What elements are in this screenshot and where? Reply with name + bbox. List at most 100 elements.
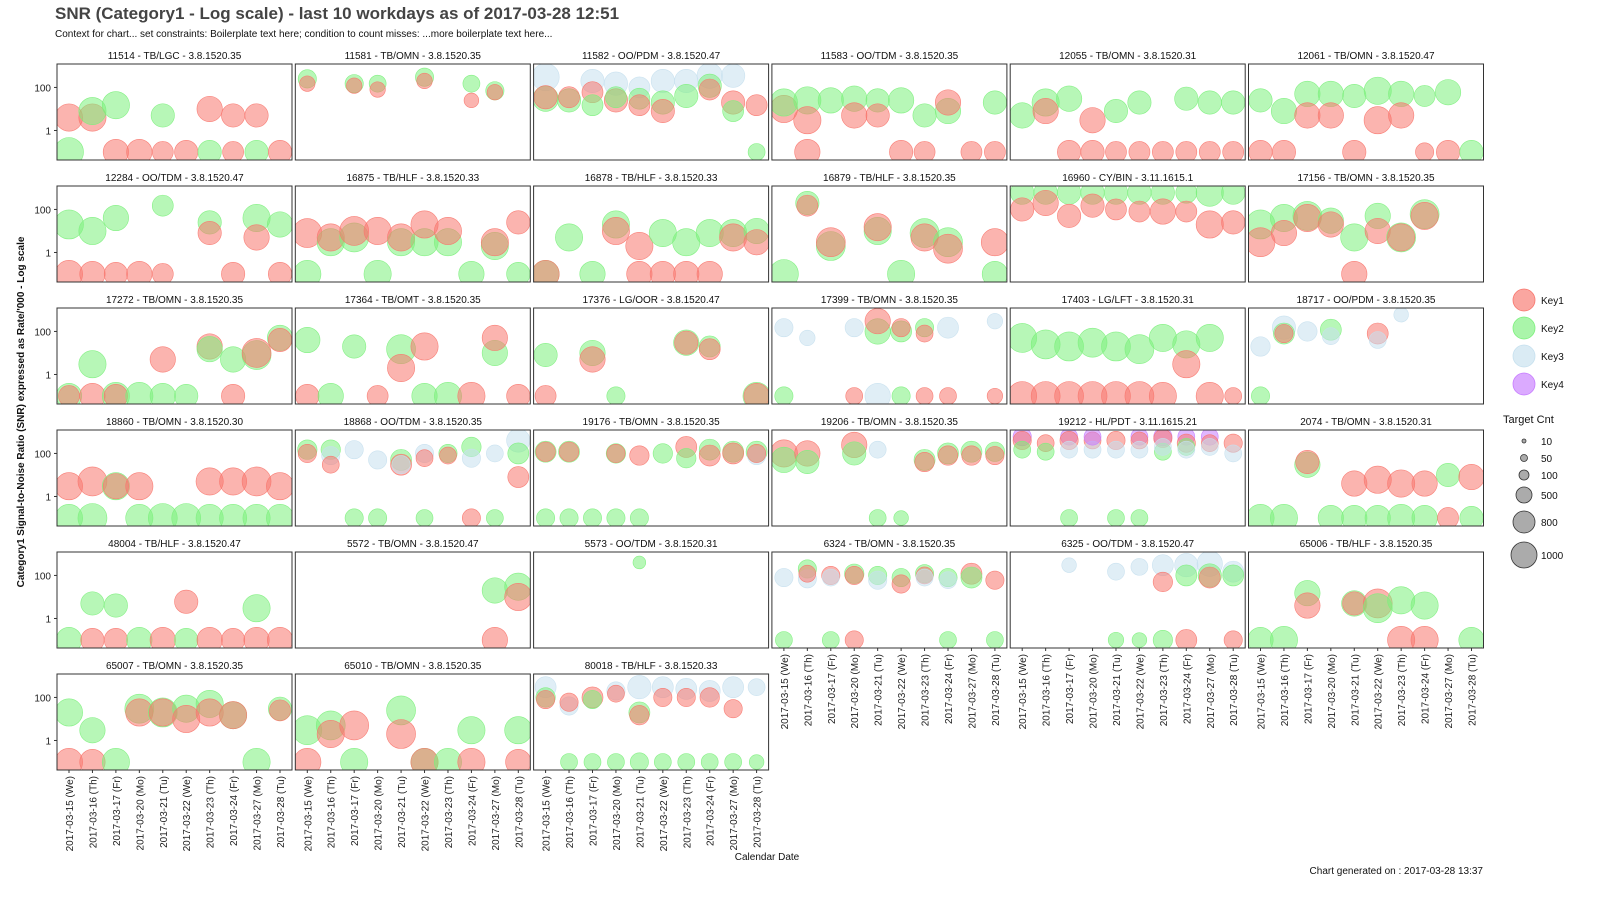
bubble-point [78, 217, 107, 245]
facet-label: 17272 - TB/OMN - 3.8.1520.35 [106, 295, 244, 306]
bubble-point [583, 753, 602, 770]
bubble-point [1221, 186, 1246, 205]
bubble-point [650, 68, 675, 93]
bubble-point [605, 86, 627, 109]
bubble-point [321, 455, 340, 474]
bubble-point [78, 97, 107, 125]
bubble-point [461, 508, 481, 526]
bubble-point [151, 194, 174, 217]
bubble-point [893, 510, 909, 526]
bubble-point [1294, 102, 1321, 129]
x-tick-label: 2017-03-27 (Mo) [491, 776, 502, 850]
bubble-point [1148, 323, 1177, 352]
bubble-point [58, 385, 80, 404]
bubble-point [1083, 430, 1102, 446]
x-tick-label: 2017-03-16 (Th) [803, 654, 814, 726]
bubble-point [344, 508, 364, 526]
facet-label: 11583 - OO/TDM - 3.8.1520.35 [821, 51, 959, 62]
size-legend-label: 10 [1541, 437, 1553, 448]
bubble-point [747, 443, 767, 463]
facet-label: 17376 - LG/OOR - 3.8.1520.47 [582, 295, 720, 306]
bubble-point [722, 676, 744, 698]
bubble-point [1032, 98, 1059, 125]
facet-label: 12055 - TB/OMN - 3.8.1520.31 [1059, 51, 1197, 62]
bubble-point [559, 508, 579, 526]
bubble-point [985, 446, 1005, 465]
bubble-point [1322, 327, 1340, 346]
facet-label: 17364 - TB/OMT - 3.8.1520.35 [345, 295, 481, 306]
bubble-point [864, 382, 891, 404]
bubble-point [79, 260, 106, 282]
bubble-point [1248, 88, 1273, 113]
bubble-point [771, 88, 798, 117]
bubble-point [601, 217, 630, 245]
bubble-point [845, 387, 864, 404]
facet-label: 16960 - CY/BIN - 3.11.1615.1 [1062, 173, 1193, 184]
bubble-point [868, 440, 887, 459]
bubble-point [914, 451, 935, 473]
bubble-point [344, 440, 364, 460]
bubble-point [79, 382, 106, 404]
bubble-point [583, 690, 602, 709]
facet-panel [294, 307, 531, 405]
x-tick-label: 2017-03-16 (Th) [88, 776, 99, 848]
bubble-point [1175, 200, 1198, 223]
facet-panel [1248, 185, 1484, 283]
x-tick-label: 2017-03-23 (Th) [1159, 654, 1170, 726]
bubble-point [507, 466, 530, 488]
y-tick-label: 1 [45, 736, 51, 747]
bubble-point [815, 227, 846, 258]
bubble-point [1195, 210, 1224, 239]
bubble-point [939, 571, 957, 590]
bubble-point [368, 450, 388, 470]
bubble-point [1177, 440, 1196, 459]
bubble-point [1415, 142, 1435, 160]
bubble-point [799, 329, 816, 346]
bubble-point [1013, 440, 1031, 459]
facet-panel [533, 673, 770, 771]
y-tick-label: 1 [45, 614, 51, 625]
size-legend-swatch [1510, 541, 1538, 569]
x-tick-label: 2017-03-27 (Mo) [1206, 654, 1217, 728]
facet-label: 18868 - OO/TDM - 3.8.1520.35 [344, 417, 483, 428]
bubble-point [1105, 141, 1127, 160]
bubble-point [1130, 440, 1149, 459]
bubble-point [607, 753, 625, 770]
bubble-point [342, 334, 367, 359]
x-tick-label: 2017-03-27 (Mo) [967, 654, 978, 728]
bubble-point [1152, 629, 1173, 648]
size-legend-label: 500 [1541, 491, 1558, 502]
bubble-point [1154, 438, 1172, 456]
bubble-point [676, 687, 696, 707]
size-legend-swatch [1515, 486, 1533, 504]
bubble-point [774, 568, 794, 587]
bubble-point [719, 223, 748, 252]
bubble-point [891, 318, 911, 338]
bubble-point [243, 626, 270, 648]
x-tick-label: 2017-03-27 (Mo) [253, 776, 264, 850]
bubble-point [1152, 571, 1173, 592]
bubble-point [535, 441, 556, 462]
bubble-point [771, 446, 797, 473]
size-legend-label: 800 [1541, 518, 1558, 529]
bubble-point [649, 260, 676, 282]
y-tick-label: 1 [45, 370, 51, 381]
bubble-point [986, 387, 1003, 404]
bubble-point [1387, 469, 1416, 498]
x-tick-label: 2017-03-23 (Th) [682, 776, 693, 848]
x-tick-label: 2017-03-23 (Th) [1397, 654, 1408, 726]
bubble-point [1057, 203, 1082, 228]
bubble-point [1107, 509, 1125, 526]
bubble-point [1197, 90, 1222, 115]
bubble-point [1248, 227, 1276, 258]
bubble-point [1036, 442, 1055, 461]
bubble-point [1274, 324, 1294, 343]
bubble-point [1270, 504, 1298, 526]
y-tick-label: 100 [34, 571, 51, 582]
facet-panel [771, 63, 1008, 161]
bubble-point [340, 748, 369, 770]
x-tick-label: 2017-03-23 (Th) [444, 776, 455, 848]
x-tick-label: 2017-03-28 (Tu) [753, 776, 764, 848]
bubble-point [841, 102, 868, 129]
x-tick-label: 2017-03-17 (Fr) [112, 776, 123, 846]
